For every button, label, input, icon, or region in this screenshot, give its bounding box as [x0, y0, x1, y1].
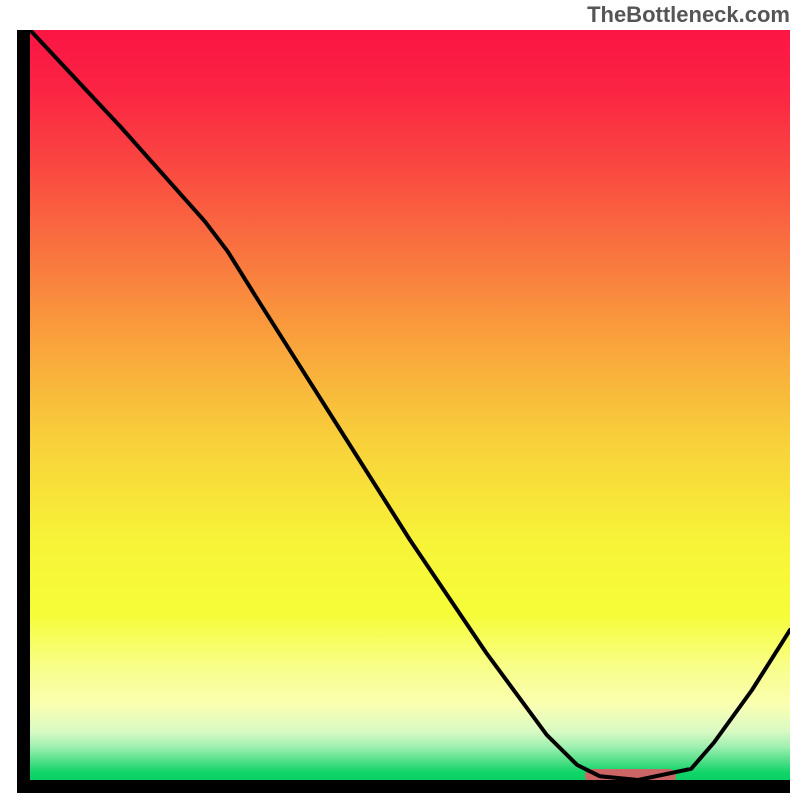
bottleneck-curve — [30, 30, 790, 780]
watermark-text: TheBottleneck.com — [587, 2, 790, 28]
x-axis — [17, 780, 790, 793]
chart-container: TheBottleneck.com — [0, 0, 800, 800]
curve-overlay — [30, 30, 790, 780]
y-axis — [17, 30, 30, 793]
plot-area — [30, 30, 790, 780]
